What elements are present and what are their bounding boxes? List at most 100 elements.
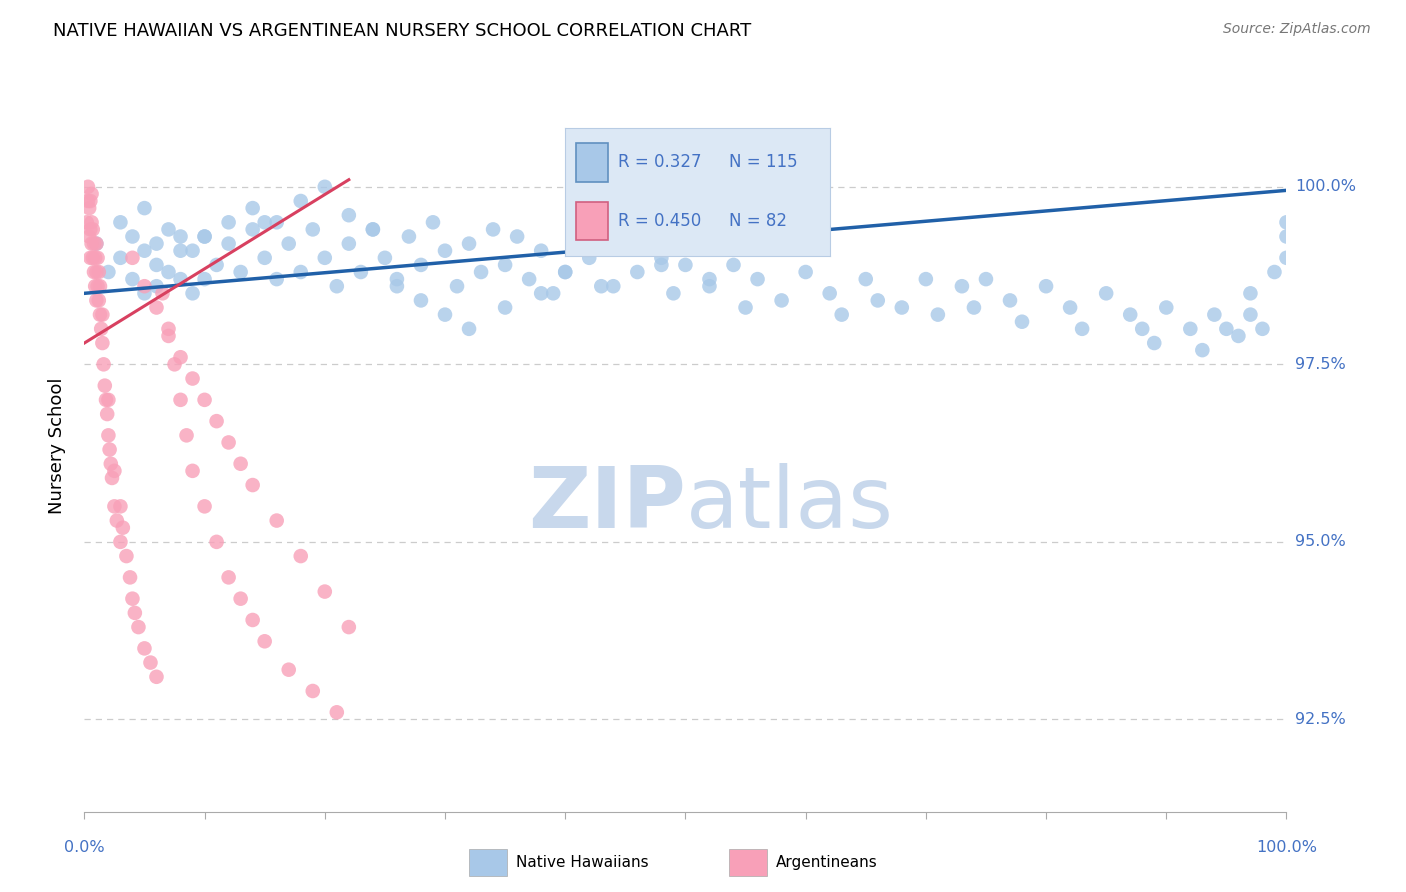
Point	[169, 350, 191, 364]
Point	[103, 500, 125, 514]
Point	[242, 201, 264, 215]
Point	[1071, 322, 1094, 336]
Point	[361, 222, 384, 236]
Point	[86, 265, 108, 279]
Point	[145, 258, 167, 272]
Point	[290, 265, 312, 279]
Point	[86, 251, 108, 265]
Point	[205, 258, 228, 272]
Point	[181, 286, 204, 301]
Point	[89, 308, 111, 322]
Point	[121, 229, 143, 244]
Text: ZIP: ZIP	[527, 463, 686, 546]
Point	[266, 272, 288, 286]
Point	[77, 201, 100, 215]
Bar	[576, 144, 607, 182]
Point	[110, 215, 132, 229]
Point	[290, 549, 312, 563]
Text: 97.5%: 97.5%	[1295, 357, 1346, 372]
Point	[855, 272, 877, 286]
Point	[794, 265, 817, 279]
Point	[218, 435, 240, 450]
Bar	[728, 849, 768, 876]
Point	[145, 301, 167, 315]
Point	[242, 478, 264, 492]
Point	[124, 606, 146, 620]
Point	[89, 279, 111, 293]
Point	[614, 236, 637, 251]
Point	[385, 272, 408, 286]
Point	[169, 272, 191, 286]
Point	[530, 244, 553, 258]
Point	[409, 293, 432, 308]
Text: R = 0.450: R = 0.450	[619, 212, 702, 230]
Point	[770, 293, 793, 308]
Text: 0.0%: 0.0%	[65, 840, 104, 855]
Point	[602, 279, 624, 293]
Point	[79, 251, 101, 265]
Point	[194, 392, 217, 407]
Point	[1059, 301, 1081, 315]
Point	[218, 215, 240, 229]
Point	[83, 236, 105, 251]
Point	[91, 308, 114, 322]
Point	[458, 322, 481, 336]
Point	[94, 392, 117, 407]
Point	[242, 222, 264, 236]
Point	[157, 322, 180, 336]
Point	[91, 336, 114, 351]
Point	[675, 258, 697, 272]
Point	[662, 286, 685, 301]
Point	[77, 179, 100, 194]
Point	[470, 265, 492, 279]
Point	[1191, 343, 1213, 358]
Point	[176, 428, 198, 442]
Text: N = 82: N = 82	[730, 212, 787, 230]
Point	[266, 215, 288, 229]
Point	[93, 357, 115, 371]
Point	[482, 222, 505, 236]
Point	[218, 570, 240, 584]
Point	[77, 194, 100, 208]
Point	[1275, 229, 1298, 244]
Point	[409, 258, 432, 272]
Point	[890, 301, 912, 315]
Point	[134, 201, 156, 215]
Point	[578, 251, 600, 265]
Point	[1011, 315, 1033, 329]
Point	[145, 236, 167, 251]
Point	[337, 620, 360, 634]
Point	[80, 236, 103, 251]
Point	[927, 308, 949, 322]
Point	[1119, 308, 1142, 322]
Point	[229, 265, 252, 279]
Text: N = 115: N = 115	[730, 153, 797, 171]
Point	[458, 236, 481, 251]
Text: 92.5%: 92.5%	[1295, 712, 1346, 727]
Point	[194, 500, 217, 514]
Point	[139, 656, 162, 670]
Point	[554, 265, 576, 279]
Point	[1251, 322, 1274, 336]
Point	[83, 265, 105, 279]
Y-axis label: Nursery School: Nursery School	[48, 377, 66, 515]
Text: R = 0.327: R = 0.327	[619, 153, 702, 171]
Point	[517, 272, 540, 286]
Point	[134, 244, 156, 258]
Point	[266, 514, 288, 528]
Point	[163, 357, 186, 371]
Text: atlas: atlas	[686, 463, 893, 546]
Point	[385, 279, 408, 293]
Point	[699, 272, 721, 286]
Point	[915, 272, 938, 286]
Point	[650, 251, 672, 265]
Point	[84, 251, 107, 265]
Point	[194, 272, 217, 286]
Text: Source: ZipAtlas.com: Source: ZipAtlas.com	[1223, 22, 1371, 37]
Point	[998, 293, 1021, 308]
Point	[253, 634, 276, 648]
Point	[127, 620, 149, 634]
Point	[157, 329, 180, 343]
Point	[422, 215, 444, 229]
Point	[326, 706, 349, 720]
